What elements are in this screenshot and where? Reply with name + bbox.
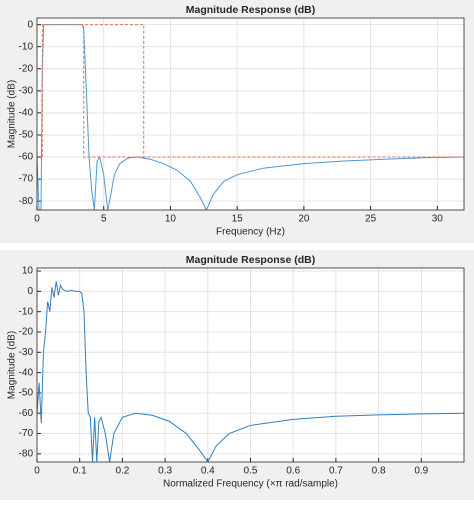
separator xyxy=(0,243,474,250)
x-tick-label: 10 xyxy=(165,214,177,225)
y-tick-label: -70 xyxy=(19,428,34,439)
y-tick-label: -30 xyxy=(19,85,34,96)
x-tick-label: 5 xyxy=(101,214,107,225)
y-tick-label: -40 xyxy=(19,108,34,119)
x-tick-label: 0 xyxy=(34,214,40,225)
x-tick-label: 0.1 xyxy=(73,466,87,477)
y-tick-label: 10 xyxy=(22,266,34,277)
y-tick-label: -60 xyxy=(19,152,34,163)
y-tick-label: 0 xyxy=(27,19,33,30)
y-axis-label: Magnitude (dB) xyxy=(7,331,18,399)
y-tick-label: -10 xyxy=(19,306,34,317)
y-tick-label: -80 xyxy=(19,196,34,207)
x-tick-label: 0.3 xyxy=(158,466,172,477)
y-axis-label: Magnitude (dB) xyxy=(7,80,18,148)
y-tick-label: 0 xyxy=(27,286,33,297)
axes-box xyxy=(36,267,465,463)
x-tick-label: 0.5 xyxy=(244,466,258,477)
y-tick-label: -80 xyxy=(19,449,34,460)
x-axis-label: Frequency (Hz) xyxy=(216,227,285,238)
x-tick-label: 0.7 xyxy=(329,466,343,477)
line xyxy=(41,24,464,158)
axes-box xyxy=(36,17,465,211)
chart-title: Magnitude Response (dB) xyxy=(186,254,316,266)
y-tick-label: -50 xyxy=(19,388,34,399)
x-tick-label: 0.8 xyxy=(372,466,386,477)
y-tick-label: -50 xyxy=(19,130,34,141)
y-tick-label: -40 xyxy=(19,367,34,378)
y-tick-label: -10 xyxy=(19,41,34,52)
x-tick-label: 0.2 xyxy=(115,466,129,477)
y-tick-label: -30 xyxy=(19,347,34,358)
y-tick-label: -20 xyxy=(19,327,34,338)
x-tick-label: 0.6 xyxy=(286,466,300,477)
x-tick-label: 0.9 xyxy=(414,466,428,477)
y-tick-label: -60 xyxy=(19,408,34,419)
x-tick-label: 0 xyxy=(34,466,40,477)
y-tick-label: -20 xyxy=(19,63,34,74)
x-tick-label: 30 xyxy=(432,214,444,225)
x-tick-label: 0.4 xyxy=(201,466,215,477)
chart-title: Magnitude Response (dB) xyxy=(186,4,316,16)
line xyxy=(37,281,464,462)
plot-area xyxy=(37,18,464,210)
x-axis-label: Normalized Frequency (×π rad/sample) xyxy=(163,479,338,490)
x-tick-label: 15 xyxy=(232,214,244,225)
y-tick-label: -70 xyxy=(19,174,34,185)
x-tick-label: 20 xyxy=(298,214,310,225)
x-tick-label: 25 xyxy=(365,214,377,225)
